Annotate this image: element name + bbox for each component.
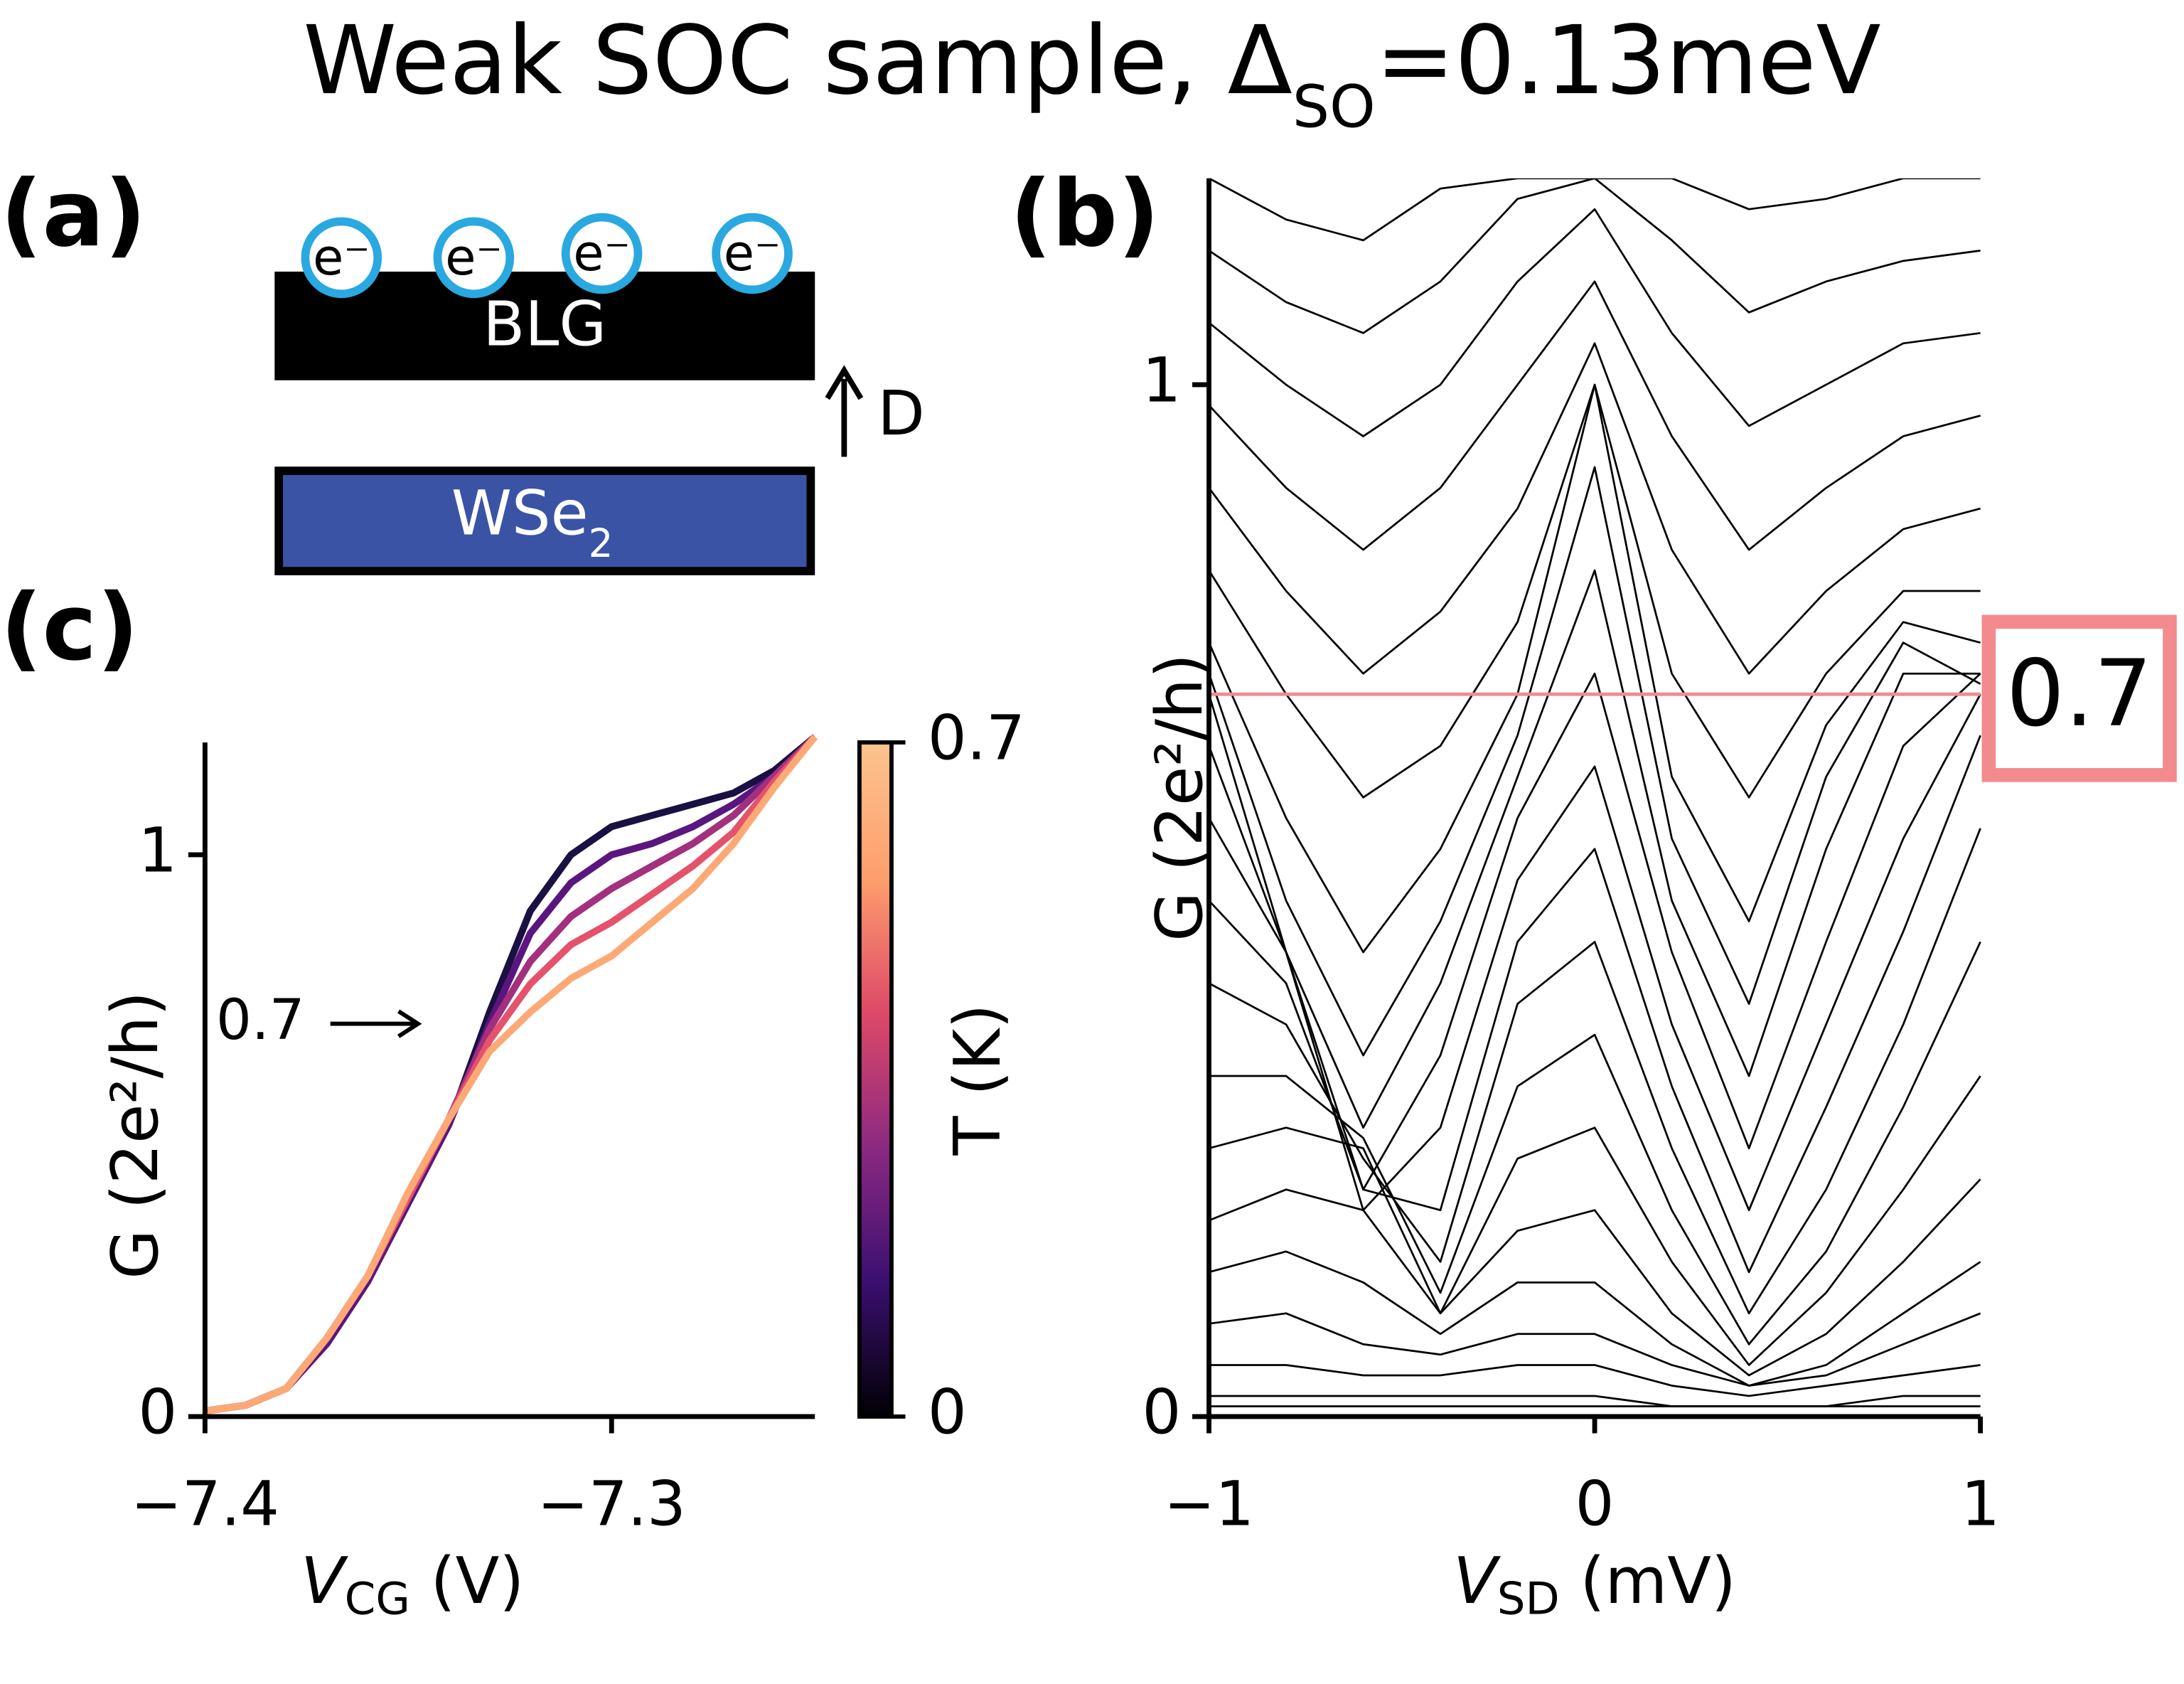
electron [433, 217, 515, 299]
electron-label: e⁻ [445, 228, 503, 287]
x-label-unit: (V) [410, 1544, 525, 1619]
diagram: BLG WSe2 e⁻ e⁻ e⁻ e⁻ D [274, 213, 925, 575]
curve [1208, 828, 1981, 1315]
x-label-symbol: V [1453, 1544, 1501, 1619]
curve [1208, 178, 1981, 242]
title: Weak SOC sample, ΔSO=0.13meV [303, 6, 1880, 142]
plot [204, 734, 818, 1414]
curve [1209, 1364, 1981, 1397]
x-tick-label: 1 [1961, 1469, 2000, 1540]
y-axis-label: G (2e²/h) [1142, 654, 1217, 942]
panel-label: (c) [0, 575, 139, 681]
electron-label: e⁻ [573, 224, 631, 282]
x-tick-label: 0 [1575, 1469, 1615, 1540]
electron [561, 213, 643, 294]
curve [1209, 1250, 1981, 1387]
curve [1209, 1178, 1981, 1377]
title-rest: =0.13meV [1376, 6, 1881, 116]
colorbar [857, 740, 894, 1419]
panel-label: (b) [1010, 161, 1160, 267]
colorbar-tick-label: 0.7 [928, 703, 1025, 774]
title-text: Weak SOC sample, Δ [303, 6, 1292, 116]
curve [1208, 280, 1981, 551]
curve [1209, 941, 1981, 1345]
electron-label: e⁻ [313, 228, 370, 287]
curve [1209, 1395, 1981, 1407]
x-axis-label: VCG (V) [301, 1544, 524, 1625]
curve [1208, 342, 1981, 675]
colorbar-tick-label: 0 [928, 1377, 967, 1448]
annotation-arrowhead [397, 1009, 422, 1038]
wse2-layer [274, 467, 815, 575]
panel-label: (a) [0, 161, 146, 267]
x-label-sub: SD [1497, 1573, 1560, 1625]
x-label-symbol: V [301, 1544, 348, 1619]
layer-label: BLG [483, 289, 606, 361]
curve [204, 735, 818, 1414]
electron-label: e⁻ [724, 224, 781, 282]
curve [1208, 693, 1981, 1212]
x-tick-label: −7.4 [131, 1469, 279, 1540]
y-axis-label: G (2e²/h) [98, 991, 173, 1279]
curve [204, 734, 818, 1414]
curve [1208, 569, 1981, 1129]
curve [1209, 1075, 1981, 1366]
title-sub: SO [1292, 74, 1376, 142]
plot [1208, 178, 1981, 1407]
reference-label: 0.7 [2006, 641, 2153, 747]
layer-label: WSe2 [451, 479, 614, 566]
layer-text: WSe [451, 479, 589, 550]
x-tick-label: −7.3 [537, 1469, 686, 1540]
curve [1208, 466, 1981, 1057]
field-arrowhead [825, 365, 864, 400]
annotation: 0.7 [216, 988, 305, 1052]
curve [1208, 178, 1981, 334]
field-label: D [877, 378, 924, 449]
y-tick-label: 0 [1142, 1377, 1182, 1448]
electron [712, 213, 793, 294]
x-label-unit: (mV) [1560, 1544, 1736, 1619]
colorbar-label: T (K) [941, 1003, 1015, 1156]
curve [1208, 735, 1981, 1274]
x-label-sub: CG [345, 1573, 410, 1625]
x-axis-label: VSD (mV) [1453, 1544, 1736, 1625]
layer-sub: 2 [589, 521, 614, 566]
y-tick-label: 1 [138, 815, 177, 886]
x-tick-label: −1 [1164, 1469, 1254, 1540]
y-tick-label: 1 [1142, 345, 1182, 416]
y-tick-label: 0 [138, 1377, 177, 1448]
curve [1208, 672, 1981, 1191]
curve [1209, 1312, 1981, 1387]
curve [1208, 383, 1981, 799]
electron [301, 217, 382, 299]
reference-box [1981, 614, 2177, 782]
curve [1208, 208, 1981, 437]
